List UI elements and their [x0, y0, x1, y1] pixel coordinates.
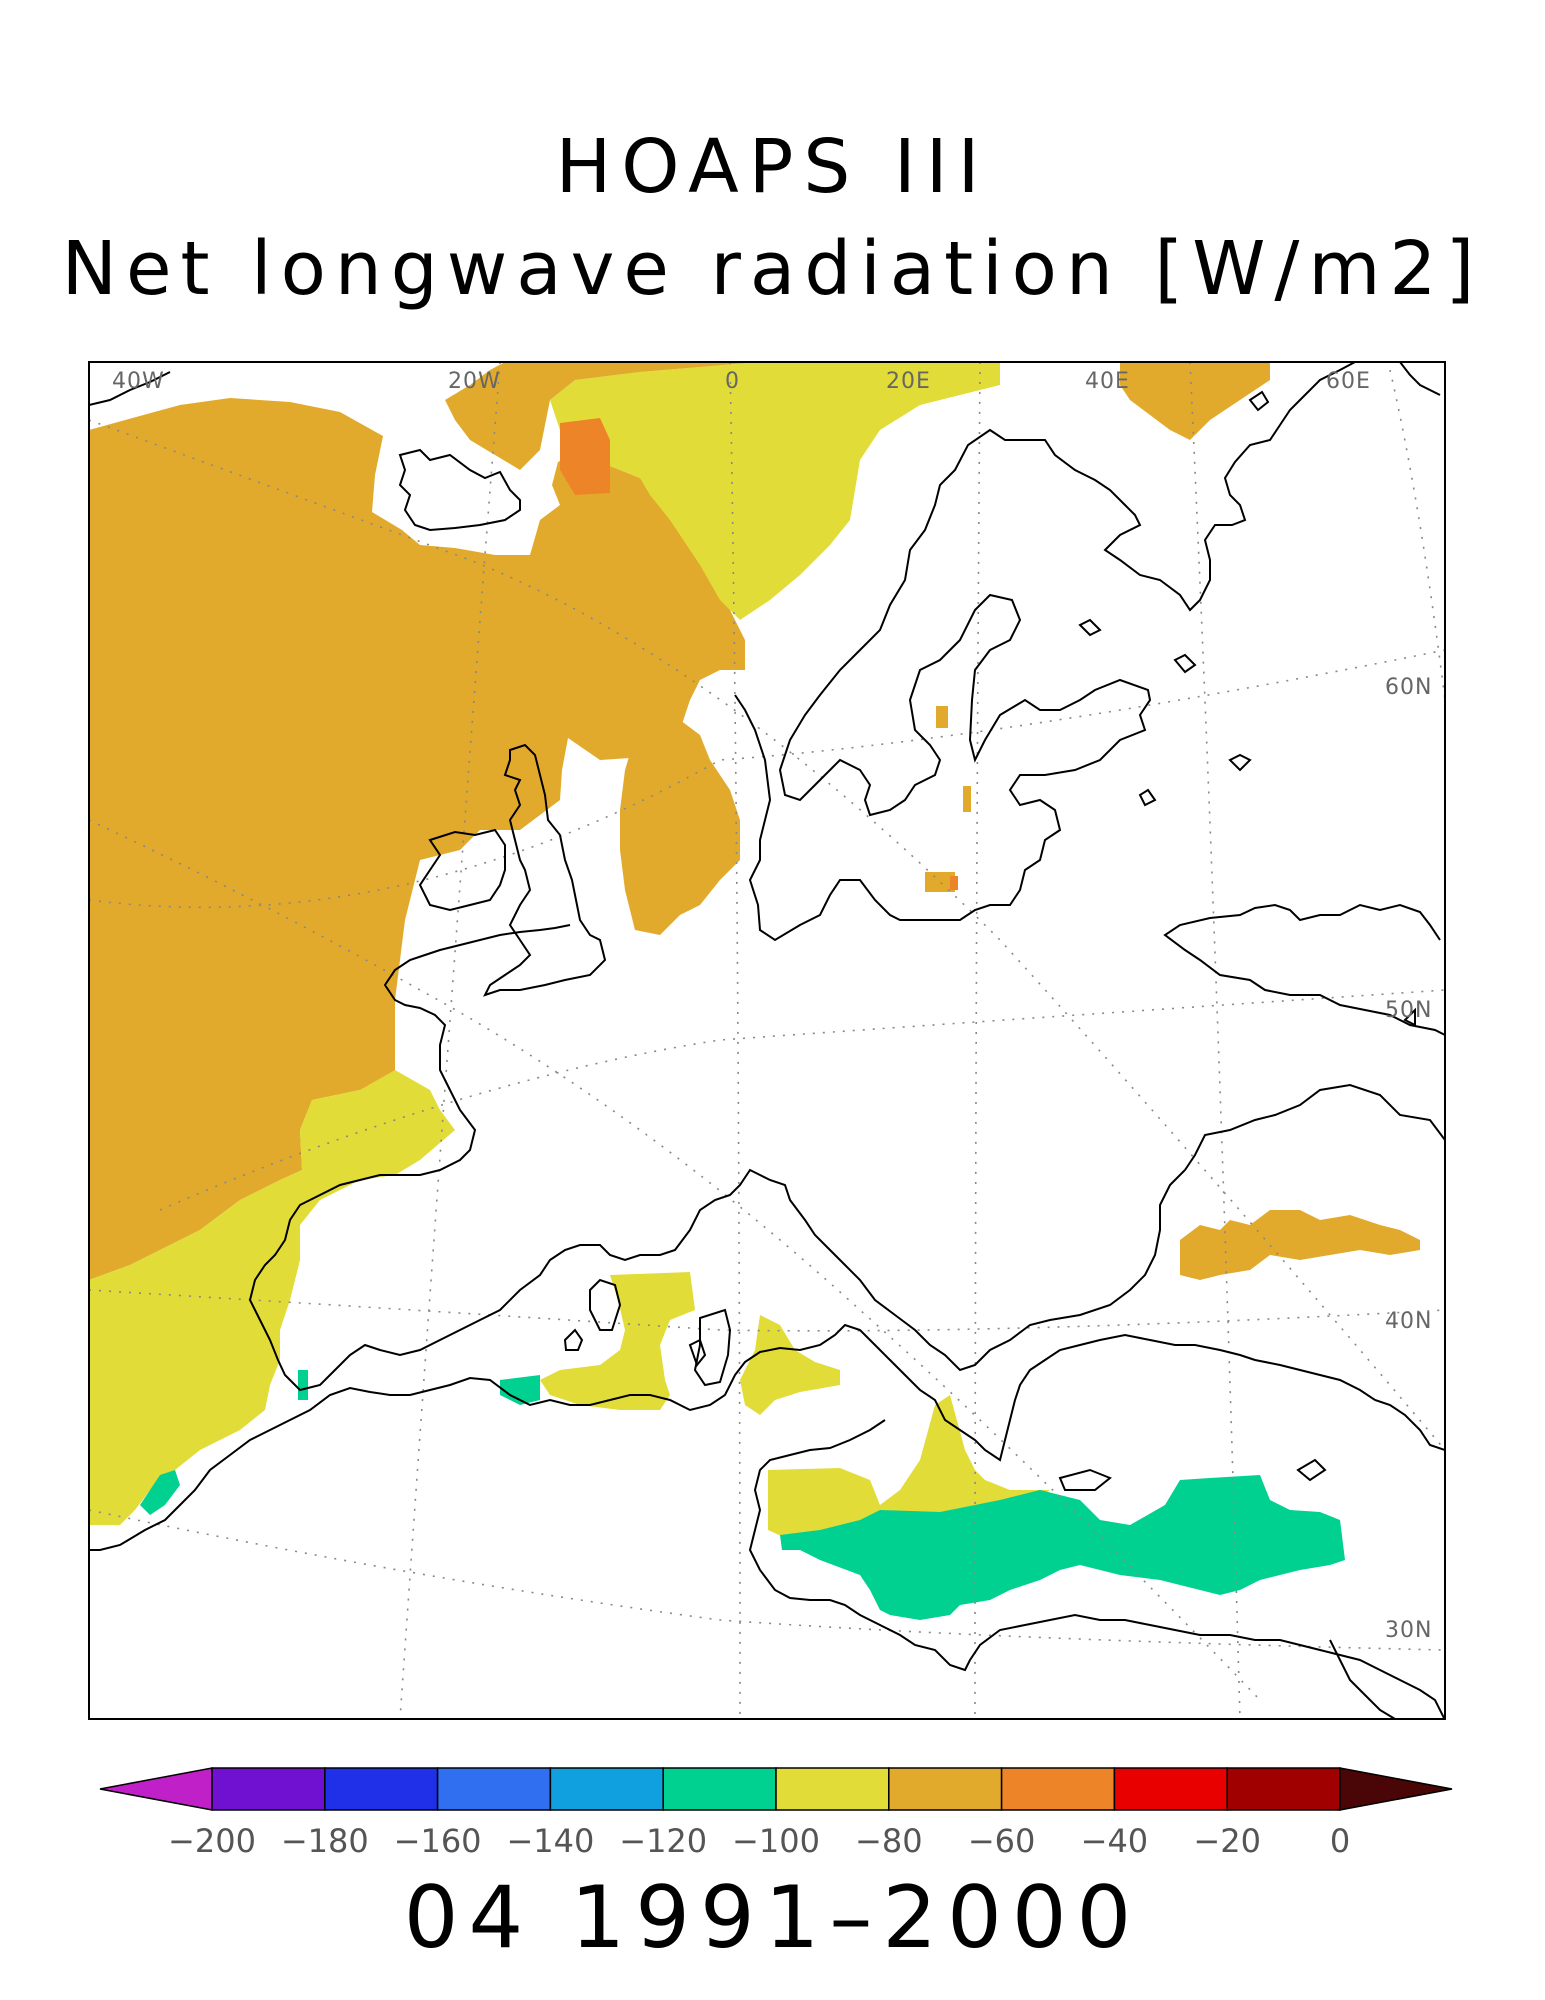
black-sea-field	[1180, 1210, 1420, 1280]
lat-label-30n: 30N	[1385, 1618, 1432, 1643]
colorbar: −200 −180 −160 −140 −120 −100 −80 −60 −40 −20 0	[99, 1767, 1453, 1860]
period-label: 04 1991–2000	[403, 1868, 1142, 1968]
colorbar-bin	[1226, 1767, 1341, 1811]
graticule	[89, 362, 1445, 1719]
lon-label-0: 0	[725, 369, 740, 394]
colorbar-bin	[324, 1767, 439, 1811]
map-frame	[88, 361, 1446, 1720]
baltic-cell	[936, 706, 948, 728]
colorbar-bin	[436, 1767, 552, 1811]
norwegian-sea-field	[550, 362, 1000, 620]
baltic-cell	[925, 872, 955, 892]
colorbar-tick-label: −40	[1081, 1822, 1149, 1860]
morocco-coast-field	[140, 1470, 180, 1515]
colorbar-bin	[1113, 1767, 1228, 1811]
lon-label-60e: 60E	[1326, 369, 1371, 394]
map-area: 40W 20W 0 20E 40E 60E 60N 50N 40N 30N	[89, 362, 1445, 1719]
colorbar-tick-label: −180	[281, 1822, 369, 1860]
coastlines	[89, 362, 1445, 1719]
lon-label-20w: 20W	[448, 369, 501, 394]
colorbar-tick-label: −140	[506, 1822, 594, 1860]
colorbar-tick-label: −160	[394, 1822, 482, 1860]
colorbar-tick-label: −200	[168, 1822, 256, 1860]
alboran-field	[500, 1375, 540, 1405]
colorbar-extend-high	[1339, 1767, 1453, 1811]
colorbar-tick-label: −100	[732, 1822, 820, 1860]
colorbar-bin	[662, 1767, 777, 1811]
ne-atlantic-hotspot	[560, 418, 610, 495]
geo-labels: 40W 20W 0 20E 40E 60E 60N 50N 40N 30N	[112, 369, 1432, 1643]
atlantic-south-field	[89, 1070, 455, 1525]
colorbar-bin	[888, 1767, 1003, 1811]
lon-label-40e: 40E	[1085, 369, 1130, 394]
lat-label-40n: 40N	[1385, 1309, 1432, 1334]
colorbar-tick-label: −60	[968, 1822, 1036, 1860]
colorbar-tick-label: 0	[1330, 1822, 1350, 1860]
central-med-field	[768, 1395, 1050, 1540]
colorbar-bin	[775, 1767, 890, 1811]
west-med-field	[540, 1272, 695, 1410]
baltic-cell	[950, 876, 958, 890]
colorbar-tick-label: −120	[619, 1822, 707, 1860]
colorbar-tick-label: −80	[855, 1822, 923, 1860]
chart-title: HOAPS III	[555, 124, 990, 210]
atlantic-field	[89, 398, 745, 1280]
east-med-field	[780, 1475, 1345, 1620]
barents-field	[1120, 362, 1270, 440]
lat-label-60n: 60N	[1385, 675, 1432, 700]
lat-label-50n: 50N	[1385, 998, 1432, 1023]
lon-label-40w: 40W	[112, 369, 165, 394]
colorbar-bin	[211, 1767, 326, 1811]
tyrrhenian-field	[740, 1315, 840, 1415]
chart-subtitle: Net longwave radiation [W/m2]	[61, 226, 1484, 312]
arctic-field	[445, 362, 760, 470]
colorbar-bin	[549, 1767, 664, 1811]
baltic-cell	[963, 786, 971, 812]
lon-label-20e: 20E	[886, 369, 931, 394]
colorbar-bin	[1000, 1767, 1116, 1811]
north-sea-field	[620, 720, 740, 935]
colorbar-tick-label: −20	[1193, 1822, 1261, 1860]
portugal-coast-cell	[298, 1370, 308, 1400]
colorbar-extend-low	[99, 1767, 213, 1811]
